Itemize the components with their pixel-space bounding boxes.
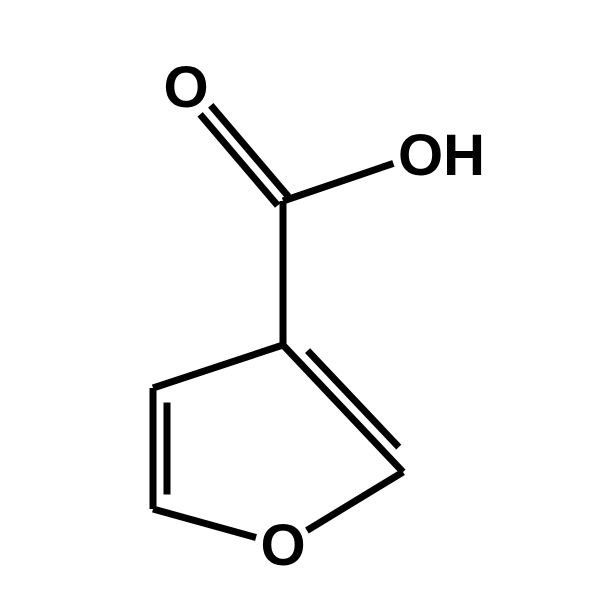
bond-C3-C4	[153, 345, 283, 388]
molecule-canvas: O OH O	[0, 0, 600, 600]
bond-C2-C3-inner	[308, 351, 399, 448]
atom-label-O_ring: O	[260, 513, 305, 578]
bond-C_carboxyl-O_carbonyl-b	[200, 114, 278, 205]
bond-O_ring-C2	[307, 472, 403, 530]
bond-C_carboxyl-O_hydroxyl	[283, 163, 393, 201]
atom-label-O_hydroxyl: OH	[398, 123, 485, 188]
bond-C2-C3	[283, 345, 403, 472]
atom-label-O_carbonyl: O	[163, 55, 208, 120]
bond-C_carboxyl-O_carbonyl-a	[211, 105, 289, 196]
bond-C5-O_ring	[153, 509, 256, 538]
